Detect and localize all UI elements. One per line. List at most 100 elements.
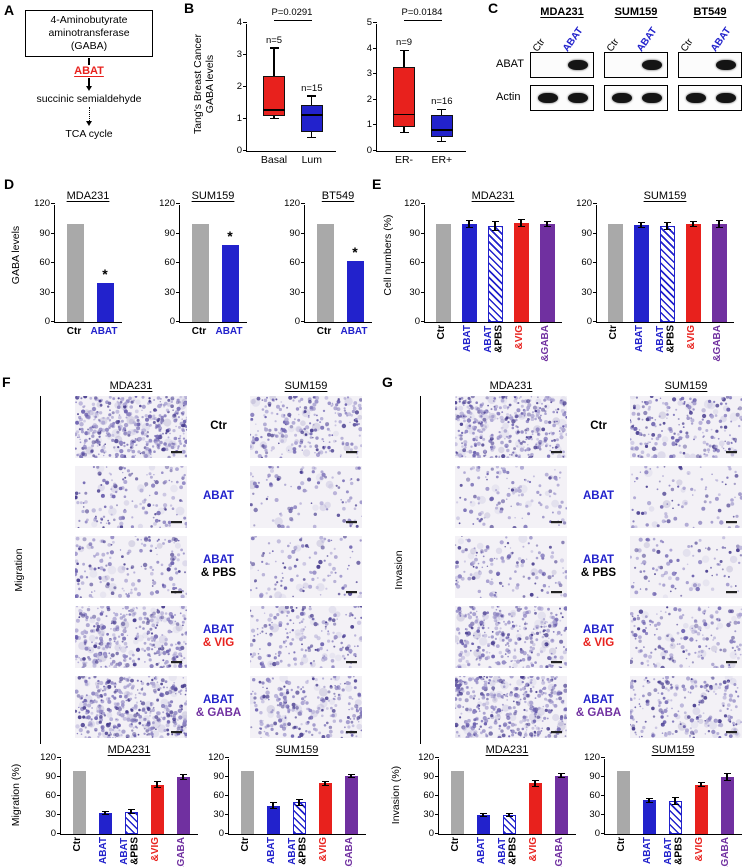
error-bar — [479, 813, 487, 817]
x-axis-labels: Ctr ABAT ABAT &PBS &VIG &GABA — [601, 325, 734, 362]
migration-side-label: Migration — [13, 535, 25, 605]
bar — [513, 222, 529, 322]
bar — [554, 775, 568, 834]
x-tick-label: ABAT — [469, 837, 495, 867]
invasion-image-grid: Ctr ABAT ABAT & PBS ABAT & VIG ABAT & GABA — [455, 396, 742, 738]
bar-chart-cellnum-sum159: SUM159 0 30 60 90 120 Ctr ABAT ABAT &PBS &VIG &GABA — [572, 190, 734, 362]
transwell-micrograph — [630, 676, 742, 738]
treatment-label-text: ABAT — [583, 490, 614, 504]
label-part: & VIG — [202, 637, 235, 649]
n-label: n=5 — [265, 34, 283, 46]
micrograph-background — [75, 466, 187, 528]
error-bar-line — [494, 221, 496, 230]
x-axis-labels: Ctr ABAT — [59, 325, 122, 337]
x-tick-label-text: &GABA — [176, 837, 188, 867]
y-tick-label: 30 — [213, 809, 224, 820]
x-tick-label-text: ABAT — [89, 326, 119, 337]
y-tick-mark — [435, 833, 439, 834]
y-tick-label: 5 — [366, 17, 372, 28]
y-tick-label: 30 — [164, 286, 175, 298]
y-tick-label: 3 — [236, 49, 242, 60]
b-y-axis-label: Tang's Breast Cancer GABA levels — [192, 24, 216, 144]
bar — [344, 775, 358, 834]
y-tick-mark — [601, 776, 605, 777]
y-tick-label: 90 — [423, 771, 434, 782]
lane-label-abat: ABAT — [708, 25, 734, 54]
plot-area: n=9 ER-n=16 ER+ P=0.0184 — [373, 7, 466, 166]
y-tick-mark — [51, 262, 55, 263]
x-tick-label: ABAT — [627, 325, 653, 362]
g-header-text-1: MDA231 — [489, 380, 533, 392]
bar — [98, 813, 112, 834]
bar-chart-cellnum-mda231: MDA231 0 30 60 90 120 Ctr ABAT ABAT &PBS &VIG &GABA — [400, 190, 562, 362]
y-axis: 0 30 60 90 120 — [204, 752, 228, 839]
bar — [316, 223, 334, 322]
x-tick-label: ABAT &PBS — [285, 837, 311, 867]
y-tick-mark — [301, 291, 305, 293]
tca-cycle-label: TCA cycle — [65, 128, 113, 140]
lane-labels: Ctr ABAT — [678, 22, 742, 54]
western-blot-panel: MDA231 Ctr ABAT SUM159 Ctr ABAT BT549 Ctr ABAT AB… — [496, 6, 742, 136]
y-tick-label: 0 — [594, 828, 600, 839]
chart-title: MDA231 — [424, 190, 562, 205]
label-part: &PBS — [665, 325, 676, 353]
label-part: ABAT — [202, 553, 235, 566]
scale-bar — [726, 731, 737, 734]
y-tick-label: 120 — [159, 198, 175, 209]
bar — [685, 223, 701, 322]
micrograph-background — [630, 466, 742, 528]
blot-group-mda231: MDA231 Ctr ABAT — [530, 6, 594, 118]
y-tick-label: 120 — [40, 752, 56, 763]
transwell-micrograph — [75, 676, 187, 738]
y-tick-label: 3 — [366, 68, 372, 80]
error-bar — [153, 780, 161, 789]
scale-bar — [551, 451, 562, 454]
chart-title-text: SUM159 — [191, 190, 235, 202]
x-tick-label-text: ABAT &PBS — [287, 837, 309, 865]
error-bar-line — [468, 220, 470, 227]
chart-title: MDA231 — [60, 744, 198, 759]
y-tick-label: 30 — [423, 809, 434, 820]
y-tick-label: 120 — [404, 198, 420, 209]
label-part: ABAT — [202, 623, 235, 636]
bar — [633, 224, 649, 322]
bar — [191, 223, 209, 322]
y-tick-label: 120 — [208, 752, 224, 763]
x-tick-label-text: &VIG — [528, 837, 540, 861]
x-tick-label-text: ABAT — [641, 837, 654, 865]
label-part: &PBS — [297, 837, 308, 865]
lane-label-abat: ABAT — [634, 25, 660, 54]
x-axis-labels: Ctr ABAT — [184, 325, 247, 337]
median-line — [393, 113, 415, 116]
y-tick-label: 4 — [366, 42, 372, 54]
whisker-cap — [269, 47, 279, 49]
y-tick-mark — [51, 291, 55, 293]
pathway-source-box: 4-Aminobutyrate aminotransferase (GABA) — [25, 10, 153, 57]
transwell-micrograph — [630, 536, 742, 598]
treatment-label: ABAT & GABA — [567, 676, 630, 738]
bar — [66, 223, 84, 322]
label-part: ABAT — [641, 837, 653, 865]
x-tick-label: ABAT — [635, 837, 661, 867]
label-part: Ctr — [435, 325, 447, 340]
y-tick-label: 2 — [236, 81, 242, 92]
x-tick-label: ABAT — [91, 837, 117, 867]
x-tick-label-text: &VIG — [514, 325, 526, 349]
x-tick-label-text: &GABA — [540, 325, 552, 362]
g-col-header-mda231: MDA231 — [455, 380, 567, 392]
chart-title: SUM159 — [228, 744, 366, 759]
error-bar-line — [324, 781, 326, 785]
y-tick-label: 60 — [409, 257, 420, 268]
y-tick-mark — [176, 203, 180, 204]
chart-body: 0 1 2 3 4 n=5 Basal n=15 Lum P=0.0291 — [222, 7, 336, 166]
error-bar-line — [482, 814, 484, 816]
metabolite-succinic-semialdehyde: succinic semialdehyde — [36, 93, 142, 105]
x-tick-label: &GABA — [533, 325, 559, 362]
y-tick-mark — [435, 795, 439, 796]
y-tick-label: 60 — [39, 257, 50, 268]
y-tick-mark — [176, 232, 180, 234]
y-tick-mark — [57, 757, 61, 758]
error-bar-line — [718, 220, 720, 227]
g-col-header-sum159: SUM159 — [630, 380, 742, 392]
